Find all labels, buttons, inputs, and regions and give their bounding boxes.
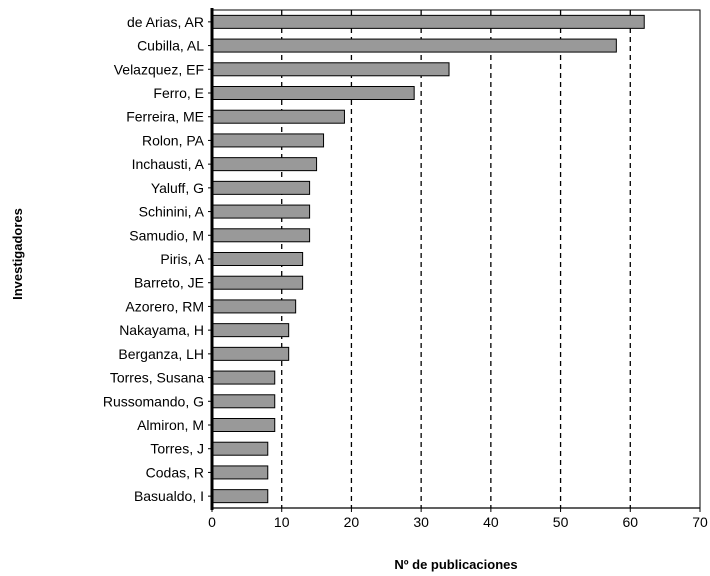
bar <box>211 418 276 432</box>
category-label: Azorero, RM <box>125 298 204 314</box>
x-tick-label: 50 <box>553 514 569 530</box>
category-label: Samudio, M <box>129 227 204 243</box>
bar <box>211 204 311 219</box>
category-label: Cubilla, AL <box>137 38 204 54</box>
bar <box>211 228 311 243</box>
category-label: Nakayama, H <box>119 322 204 338</box>
category-label: Inchausti, A <box>132 156 205 172</box>
bar <box>211 441 269 456</box>
bar <box>211 86 415 100</box>
category-label: Rolon, PA <box>142 132 205 148</box>
x-axis-title: Nº de publicaciones <box>394 557 517 572</box>
category-label: Basualdo, I <box>134 488 204 504</box>
bar <box>211 299 297 314</box>
x-tick-label: 20 <box>344 514 360 530</box>
bar <box>211 346 290 361</box>
category-label: Schinini, A <box>139 204 205 220</box>
category-label: Yaluff, G <box>151 180 204 196</box>
x-tick-label: 10 <box>274 514 290 530</box>
category-label: Berganza, LH <box>118 346 204 362</box>
bar <box>211 109 345 124</box>
bar <box>211 394 276 409</box>
x-tick-label: 0 <box>208 514 216 530</box>
category-label: de Arias, AR <box>127 14 204 30</box>
bar <box>211 489 269 504</box>
bar <box>211 157 318 172</box>
bar <box>211 62 450 77</box>
category-label: Ferreira, ME <box>126 109 204 125</box>
x-tick-label: 30 <box>413 514 429 530</box>
category-label: Torres, Susana <box>110 370 204 386</box>
y-axis-title: Investigadores <box>10 208 25 300</box>
x-tick-label: 70 <box>692 514 708 530</box>
x-tick-label: 40 <box>483 514 499 530</box>
category-label: Codas, R <box>146 464 204 480</box>
category-label: Torres, J <box>150 441 204 457</box>
category-label: Velazquez, EF <box>114 61 204 77</box>
bar <box>211 252 304 266</box>
x-tick-labels: 0 10 20 30 40 50 60 70 <box>208 508 708 530</box>
category-label: Almiron, M <box>137 417 204 433</box>
category-labels: de Arias, AR Cubilla, AL Velazquez, EF Ferr… <box>103 14 212 504</box>
bars <box>211 14 645 504</box>
bar <box>211 275 304 290</box>
bar <box>211 14 645 29</box>
category-label: Ferro, E <box>153 85 204 101</box>
bar <box>211 465 269 480</box>
bar <box>211 133 325 148</box>
bar <box>211 370 276 385</box>
bar <box>211 180 311 195</box>
grid-lines <box>281 10 631 508</box>
bar <box>211 38 617 53</box>
category-label: Russomando, G <box>103 393 204 409</box>
category-label: Barreto, JE <box>134 275 204 291</box>
bar <box>211 323 290 338</box>
category-label: Piris, A <box>160 251 204 267</box>
x-tick-label: 60 <box>622 514 638 530</box>
